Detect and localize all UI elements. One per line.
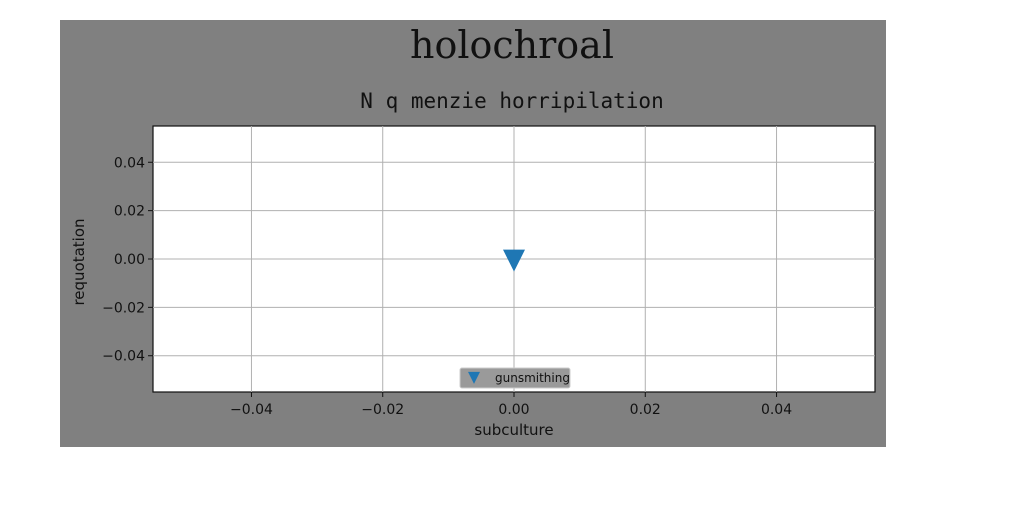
legend-box	[459, 367, 571, 389]
y-axis-ticks: −0.04 −0.02 0.00 0.02 0.04	[102, 155, 153, 365]
figure-suptitle: holochroal	[410, 23, 614, 67]
y-tick-label: −0.02	[102, 300, 145, 316]
grid-lines	[153, 126, 875, 392]
y-tick-label: −0.04	[102, 349, 145, 365]
data-point	[503, 249, 525, 272]
x-tick-label: −0.02	[361, 402, 404, 418]
legend-marker	[468, 371, 480, 384]
y-axis-label: requotation	[70, 218, 88, 305]
x-axis-label: subculture	[474, 421, 553, 439]
data-points	[503, 249, 525, 272]
y-tick-label: 0.04	[114, 155, 145, 171]
y-tick-label: 0.02	[114, 204, 145, 220]
x-tick-label: −0.04	[230, 402, 273, 418]
axes-title: N q menzie horripilation	[360, 89, 664, 113]
x-tick-label: 0.04	[761, 402, 792, 418]
x-tick-label: 0.02	[630, 402, 661, 418]
x-axis-ticks: −0.04 −0.02 0.00 0.02 0.04	[230, 392, 792, 418]
y-tick-label: 0.00	[114, 252, 145, 268]
legend-label: gunsmithing	[495, 371, 570, 385]
legend: gunsmithing	[459, 367, 571, 389]
x-tick-label: 0.00	[498, 402, 529, 418]
